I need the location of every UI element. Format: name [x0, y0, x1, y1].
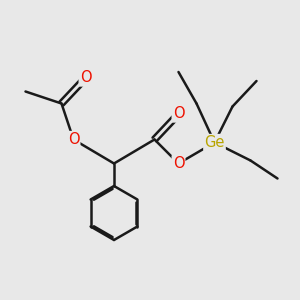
Text: O: O	[68, 132, 79, 147]
Text: O: O	[173, 156, 184, 171]
Text: Ge: Ge	[204, 135, 225, 150]
Text: O: O	[173, 106, 184, 122]
Text: O: O	[80, 70, 91, 86]
